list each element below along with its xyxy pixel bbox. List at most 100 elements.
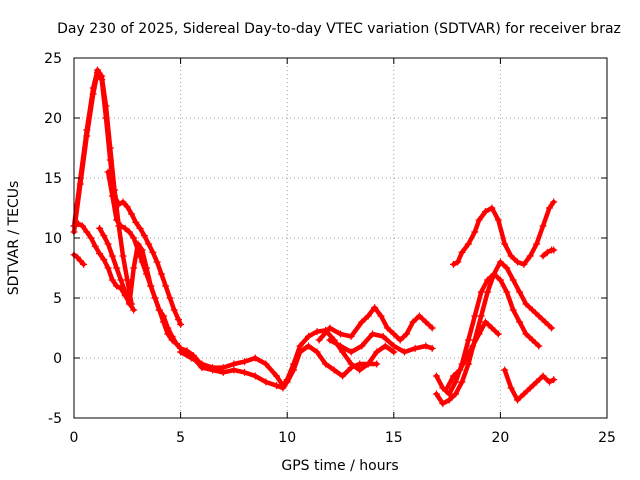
data-point [147, 282, 155, 290]
data-point [501, 240, 509, 248]
data-point [452, 378, 460, 386]
y-tick-label: 5 [53, 291, 62, 307]
data-point [400, 348, 408, 356]
data-point [428, 344, 436, 352]
data-point [520, 390, 528, 398]
data-point [358, 318, 366, 326]
y-tick-label: 15 [44, 171, 62, 187]
data-point [477, 312, 485, 320]
x-tick-label: 20 [491, 430, 509, 446]
series-track-15 [501, 366, 558, 404]
data-point [526, 252, 534, 260]
data-point [339, 372, 347, 380]
data-point [356, 360, 364, 368]
data-point [464, 360, 472, 368]
data-point [390, 330, 398, 338]
series-track-14 [443, 318, 502, 392]
x-tick-label: 25 [598, 430, 616, 446]
data-point [462, 354, 470, 362]
data-point [313, 328, 321, 336]
data-point [364, 312, 372, 320]
data-point [125, 300, 133, 308]
x-tick-label: 5 [176, 430, 185, 446]
data-point [89, 84, 97, 92]
data-point [230, 360, 238, 368]
data-point [155, 306, 163, 314]
data-point [322, 360, 330, 368]
data-point [130, 234, 138, 242]
data-point [140, 232, 148, 240]
data-point [177, 344, 185, 352]
data-point [449, 260, 457, 268]
data-point [358, 342, 366, 350]
data-point [509, 276, 517, 284]
data-point [168, 332, 176, 340]
data-point [73, 253, 81, 261]
data-point [379, 332, 387, 340]
x-tick-label: 10 [278, 430, 296, 446]
data-point [484, 288, 492, 296]
data-point [162, 282, 170, 290]
data-point [481, 318, 489, 326]
series-track-12 [432, 270, 543, 398]
data-point [87, 234, 95, 242]
data-point [409, 318, 417, 326]
data-point [484, 276, 492, 284]
data-point [98, 72, 106, 80]
series-track-8 [177, 342, 381, 392]
data-point [108, 192, 116, 200]
data-point [80, 260, 88, 268]
data-point [481, 208, 489, 216]
data-point [100, 256, 108, 264]
data-point [134, 240, 142, 248]
data-point [273, 382, 281, 390]
data-point [535, 342, 543, 350]
x-tick-label: 15 [385, 430, 403, 446]
data-point [543, 248, 551, 256]
data-point [458, 378, 466, 386]
data-point [513, 258, 521, 266]
data-point [432, 390, 440, 398]
x-tick-labels: 0 5 10 15 20 25 [70, 430, 616, 446]
data-point [121, 288, 129, 296]
data-point [113, 282, 121, 290]
data-point [503, 288, 511, 296]
data-point [117, 222, 125, 230]
data-point [121, 224, 129, 232]
data-point [273, 372, 281, 380]
series-track-10 [326, 330, 436, 356]
x-tick-label: 0 [70, 430, 79, 446]
data-point [149, 248, 157, 256]
data-point [383, 324, 391, 332]
data-point [494, 216, 502, 224]
data-point [471, 228, 479, 236]
data-point [157, 270, 165, 278]
data-point [74, 220, 82, 228]
data-point [104, 168, 112, 176]
data-point [368, 330, 376, 338]
data-point [93, 66, 101, 74]
data-point [403, 330, 411, 338]
data-point [125, 228, 133, 236]
data-point [539, 372, 547, 380]
data-point [548, 324, 556, 332]
data-point [132, 218, 140, 226]
data-point [475, 330, 483, 338]
data-point [251, 372, 259, 380]
data-point [373, 348, 381, 356]
data-point [381, 342, 389, 350]
data-point [516, 288, 524, 296]
data-point [428, 324, 436, 332]
data-point [113, 216, 121, 224]
data-point [296, 348, 304, 356]
data-series [70, 66, 558, 408]
data-point [522, 300, 530, 308]
series-line [451, 199, 556, 267]
data-point [509, 306, 517, 314]
data-point [172, 340, 180, 348]
data-point [356, 366, 364, 374]
data-point [290, 366, 298, 374]
series-line [97, 226, 183, 351]
data-point [219, 368, 227, 376]
data-point [130, 264, 138, 272]
